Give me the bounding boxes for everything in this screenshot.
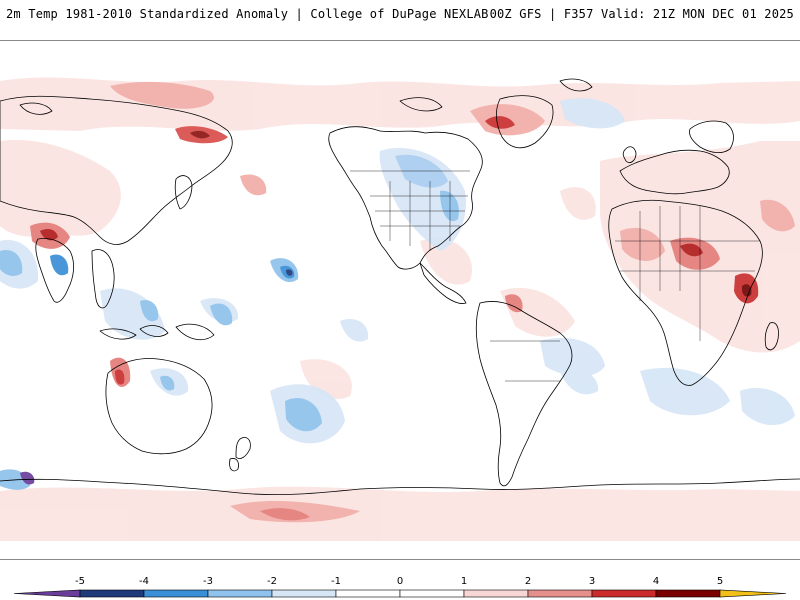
colorbar-segment: [463, 589, 529, 598]
colorbar-bar: [13, 589, 787, 598]
colorbar-segment: [271, 589, 337, 598]
anomaly-map[interactable]: [0, 40, 800, 560]
colorbar-segment: [79, 589, 145, 598]
colorbar-segment: [399, 589, 465, 598]
cold-anomaly-shading: [0, 98, 795, 490]
run-info-label: 00Z GFS | F357 Valid: 21Z MON DEC 01 202…: [489, 7, 794, 21]
colorbar-segment: [655, 589, 721, 598]
colorbar-tick-label: 1: [461, 576, 467, 587]
colorbar-segment: [143, 589, 209, 598]
colorbar-tick-label: -3: [203, 576, 213, 587]
colorbar-segment: [527, 589, 593, 598]
colorbar-tick-label: 3: [589, 576, 595, 587]
colorbar-segment: [207, 589, 273, 598]
coastlines: [0, 78, 800, 496]
colorbar-tick-label: -4: [139, 576, 149, 587]
colorbar-tick-label: -2: [267, 576, 277, 587]
colorbar-ticks: -5 -4 -3 -2 -1 0 1 2 3 4 5: [75, 576, 723, 587]
colorbar-segment: [591, 589, 657, 598]
colorbar-tick-label: -1: [331, 576, 341, 587]
political-borders: [350, 170, 760, 382]
map-title: 2m Temp 1981-2010 Standardized Anomaly |…: [6, 7, 489, 21]
colorbar-tick-label: 4: [653, 576, 659, 587]
colorbar-extend-high: [719, 589, 787, 598]
colorbar-extend-low: [13, 589, 81, 598]
anomaly-map-canvas: [0, 77, 800, 541]
colorbar-tick-label: -5: [75, 576, 85, 587]
colorbar-tick-label: 5: [717, 576, 723, 587]
colorbar-segment: [335, 589, 401, 598]
colorbar-svg: -5 -4 -3 -2 -1 0 1 2 3 4 5: [13, 576, 787, 598]
map-header: 2m Temp 1981-2010 Standardized Anomaly |…: [0, 0, 800, 40]
colorbar: -5 -4 -3 -2 -1 0 1 2 3 4 5: [0, 560, 800, 600]
colorbar-tick-label: 2: [525, 576, 531, 587]
colorbar-tick-label: 0: [397, 576, 403, 587]
